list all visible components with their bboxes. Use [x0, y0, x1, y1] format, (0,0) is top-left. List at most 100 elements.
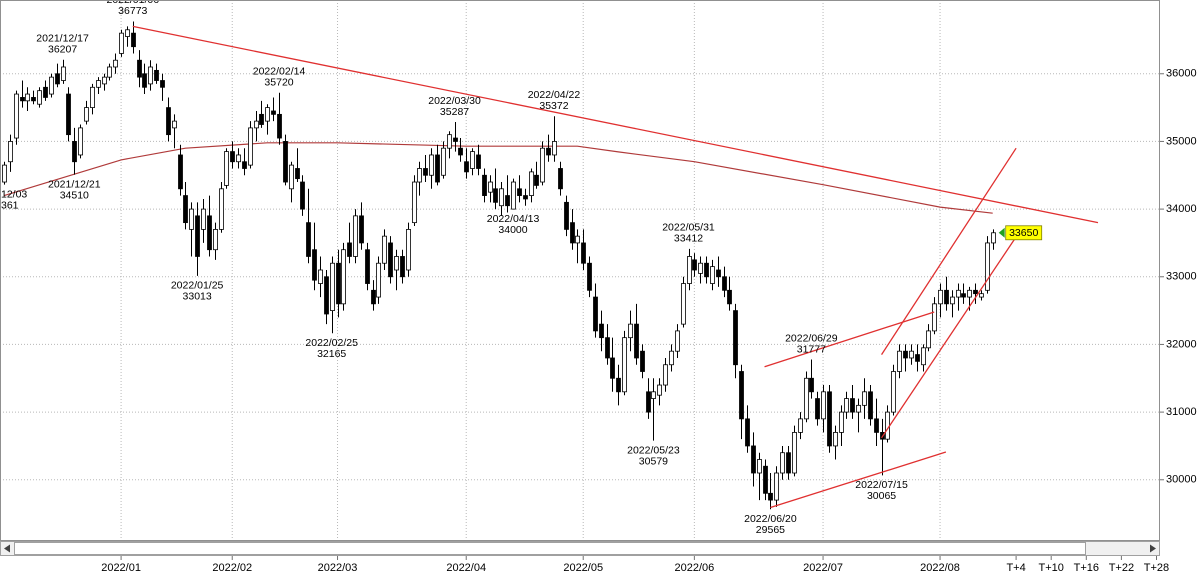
candle-body — [295, 168, 300, 180]
candle-body — [166, 107, 171, 136]
annotation-value: 36207 — [48, 44, 77, 56]
candle-body — [558, 168, 563, 190]
candle-body — [318, 269, 323, 284]
candle-body — [529, 171, 534, 196]
annotation-value: 35372 — [539, 100, 568, 112]
candle-body — [610, 357, 615, 379]
candle-body — [447, 134, 452, 149]
candle-body — [681, 283, 686, 325]
candle-body — [786, 452, 791, 474]
candle-body — [581, 242, 586, 264]
candle-body — [493, 188, 498, 203]
candle-body — [482, 174, 487, 196]
candle-body — [142, 73, 147, 88]
candle-body — [43, 86, 48, 98]
candle-body — [499, 188, 504, 207]
candle-body — [757, 459, 762, 474]
annotation-date: 2022/02/25 — [305, 337, 358, 349]
candle-body — [593, 296, 598, 332]
annotation-value: 35287 — [440, 106, 469, 118]
y-tick-label: 33000 — [1166, 271, 1197, 283]
candle-body — [242, 161, 247, 169]
candle-body — [634, 323, 639, 359]
candle-body — [195, 215, 200, 257]
last-price-box — [1005, 225, 1043, 241]
candle-body — [31, 97, 36, 102]
candle-body — [353, 215, 358, 257]
candle-body — [125, 29, 130, 37]
x-tick-label: T+16 — [1074, 562, 1099, 574]
candle-body — [300, 181, 305, 210]
candle-body — [640, 350, 645, 372]
annotation-date: 2022/05/31 — [662, 222, 715, 234]
candle-body — [400, 256, 405, 278]
annotation-value: 33013 — [183, 291, 212, 303]
scroll-right-arrow[interactable] — [1150, 544, 1156, 553]
candle-body — [183, 195, 188, 224]
candle-body — [926, 330, 931, 349]
candle-body — [698, 262, 703, 274]
annotation-date: 2022/05/23 — [627, 444, 680, 456]
candle-body — [809, 377, 814, 393]
x-tick-label: 2022/03 — [318, 562, 358, 574]
candle-body — [113, 59, 118, 68]
scroll-thumb[interactable] — [14, 542, 1086, 555]
candle-body — [768, 492, 773, 501]
candle-body — [727, 289, 732, 305]
candle-body — [107, 66, 112, 78]
candle-body — [675, 330, 680, 352]
candle-body — [277, 113, 282, 139]
x-tick-label: T+28 — [1144, 562, 1169, 574]
candle-body — [137, 59, 142, 78]
annotation-date: 2022/03/30 — [428, 95, 481, 107]
candle-body — [780, 452, 785, 474]
candle-body — [96, 80, 101, 88]
candle-body — [412, 181, 417, 224]
scroll-left-arrow[interactable] — [4, 544, 10, 553]
candle-body — [476, 154, 481, 169]
candle-body — [271, 110, 276, 115]
candle-body — [979, 293, 984, 298]
candle-body — [657, 384, 662, 396]
candle-body — [259, 113, 264, 125]
candle-body — [382, 235, 387, 264]
candle-body — [546, 147, 551, 156]
candle-body — [505, 195, 510, 207]
candle-body — [891, 371, 896, 413]
candle-body — [921, 347, 926, 366]
candle-body — [341, 249, 346, 305]
candle-body — [55, 73, 60, 85]
candle-body — [306, 222, 311, 257]
x-tick-label: 2022/01 — [101, 562, 141, 574]
candle-body — [72, 141, 77, 163]
candle-body — [213, 228, 218, 251]
candle-body — [534, 174, 539, 186]
candle-body — [763, 465, 768, 494]
annotation-value: 361 — [1, 199, 19, 211]
candle-body — [833, 432, 838, 447]
candle-body — [119, 32, 124, 54]
candle-body — [733, 310, 738, 366]
annotation-value: 33412 — [674, 233, 703, 245]
candle-body — [774, 472, 779, 501]
annotation-date: 2022/06/20 — [744, 513, 797, 525]
candle-body — [37, 90, 42, 105]
candle-body — [441, 147, 446, 176]
annotation-date: 12/03 — [1, 188, 27, 200]
candle-body — [8, 141, 13, 163]
candle-body — [956, 289, 961, 298]
candle-body — [254, 120, 259, 129]
candle-body — [932, 303, 937, 332]
candle-body — [651, 391, 656, 399]
candle-body — [564, 201, 569, 230]
candle-body — [20, 97, 25, 102]
trendline — [764, 311, 935, 368]
candle-body — [687, 256, 692, 284]
scrollbar[interactable] — [0, 541, 1160, 556]
candle-body — [915, 354, 920, 362]
candle-body — [599, 323, 604, 339]
candle-body — [189, 208, 194, 230]
candle-body — [423, 168, 428, 176]
candle-body — [616, 377, 621, 393]
annotation-date: 2022/02/14 — [253, 65, 306, 77]
